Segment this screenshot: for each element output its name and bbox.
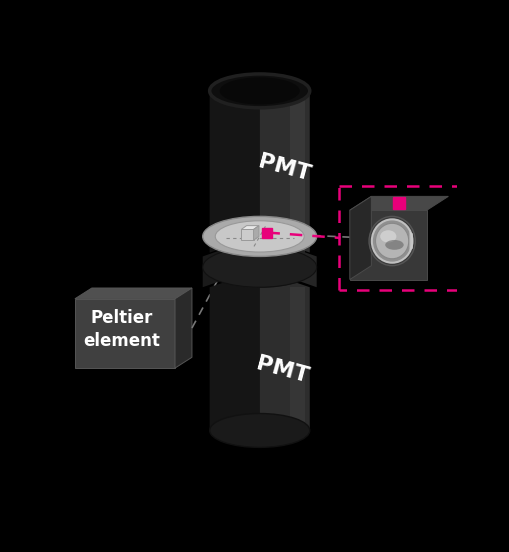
Polygon shape [350,197,448,210]
Polygon shape [350,210,427,279]
Polygon shape [210,270,260,431]
Ellipse shape [385,240,404,250]
Polygon shape [409,231,413,251]
Polygon shape [290,287,305,431]
Ellipse shape [376,224,409,259]
Polygon shape [75,288,192,299]
Text: PMT: PMT [256,152,313,185]
Polygon shape [253,226,259,240]
Ellipse shape [372,219,412,263]
Polygon shape [260,236,317,287]
Ellipse shape [210,219,310,253]
Polygon shape [241,230,253,240]
Polygon shape [290,91,305,253]
Ellipse shape [210,74,310,108]
Text: Peltier
element: Peltier element [83,309,160,351]
Ellipse shape [203,247,317,287]
Ellipse shape [210,413,310,447]
Polygon shape [260,270,310,431]
Polygon shape [203,236,260,287]
Polygon shape [241,226,259,230]
Ellipse shape [380,230,397,242]
Text: PMT: PMT [254,354,312,387]
Ellipse shape [220,77,300,104]
Ellipse shape [369,216,415,266]
Polygon shape [260,74,310,253]
Polygon shape [210,74,260,253]
Ellipse shape [210,253,310,287]
Ellipse shape [203,216,317,257]
Polygon shape [75,299,175,368]
Polygon shape [175,288,192,368]
Ellipse shape [215,221,304,252]
Polygon shape [350,197,372,279]
